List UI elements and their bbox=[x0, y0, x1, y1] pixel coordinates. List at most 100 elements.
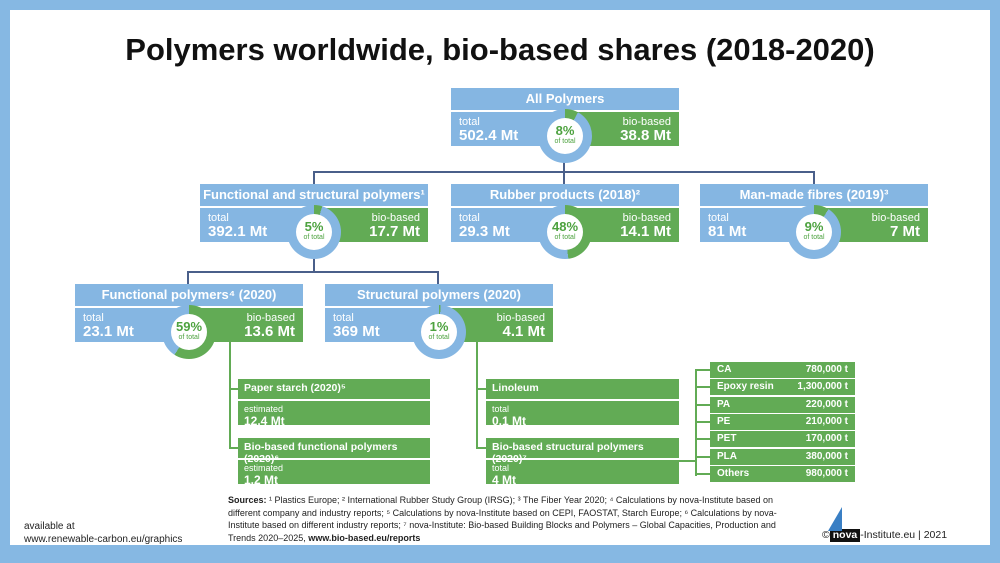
share-caption: of total bbox=[303, 234, 325, 241]
total-value: 502.4 Mt bbox=[459, 127, 519, 144]
graphics-link[interactable]: www.renewable-carbon.eu/graphics bbox=[24, 534, 183, 545]
reports-link[interactable]: www.bio-based.eu/reports bbox=[308, 532, 421, 543]
connector bbox=[476, 447, 486, 449]
bio-value: 7 Mt bbox=[890, 223, 920, 240]
box-label: total bbox=[492, 463, 510, 473]
box-value: 12.4 Mt bbox=[244, 414, 285, 428]
polymer-name: PET bbox=[717, 433, 737, 445]
logo-sail-icon bbox=[827, 507, 842, 531]
polymer-capacity: 210,000 t bbox=[805, 415, 848, 427]
connector bbox=[813, 171, 815, 184]
share-donut: 8% of total bbox=[538, 109, 592, 163]
box-title: Bio-based functional polymers (2020)⁶ bbox=[238, 438, 430, 465]
share-percent: 9% bbox=[804, 219, 824, 234]
sources-label: Sources: bbox=[228, 495, 267, 505]
share-percent: 1% bbox=[429, 319, 449, 334]
connector bbox=[229, 447, 238, 449]
connector bbox=[313, 171, 315, 184]
connector bbox=[437, 271, 439, 284]
table-row: Epoxy resin 1,300,000 t bbox=[710, 379, 855, 396]
box-label: estimated bbox=[244, 404, 284, 414]
bio-value: 38.8 Mt bbox=[620, 127, 671, 144]
bio-label: bio-based bbox=[871, 212, 920, 224]
connector bbox=[563, 160, 565, 173]
node-title: Rubber products (2018)² bbox=[451, 184, 679, 206]
connector bbox=[229, 388, 238, 390]
copyright-symbol: © bbox=[822, 529, 830, 541]
bio-label: bio-based bbox=[246, 312, 295, 324]
table-row: PA 220,000 t bbox=[710, 396, 855, 413]
node-title: Man-made fibres (2019)³ bbox=[700, 184, 928, 206]
total-value: 392.1 Mt bbox=[208, 223, 268, 240]
box-title: Paper starch (2020)⁵ bbox=[238, 379, 430, 401]
node-title: Structural polymers (2020) bbox=[325, 284, 553, 306]
polymer-name: PA bbox=[717, 398, 731, 410]
box-title: Bio-based structural polymers (2020)⁷ bbox=[486, 438, 679, 465]
share-percent: 5% bbox=[304, 219, 324, 234]
total-label: total bbox=[459, 116, 480, 128]
bio-label: bio-based bbox=[622, 116, 671, 128]
polymer-name: Others bbox=[717, 467, 750, 479]
table-row: PLA 380,000 t bbox=[710, 448, 855, 465]
share-donut: 59% of total bbox=[162, 305, 216, 359]
polymer-capacity: 980,000 t bbox=[805, 467, 848, 479]
polymer-capacity: 220,000 t bbox=[805, 398, 848, 410]
linoleum-box: Linoleum total 0.1 Mt bbox=[486, 379, 679, 428]
node-title: Functional polymers⁴ (2020) bbox=[75, 284, 303, 306]
polymer-capacity: 170,000 t bbox=[805, 433, 848, 445]
connector bbox=[229, 341, 231, 448]
connector bbox=[187, 271, 189, 284]
bio-label: bio-based bbox=[371, 212, 420, 224]
polymer-name: CA bbox=[717, 364, 732, 375]
bio-label: bio-based bbox=[622, 212, 671, 224]
table-row: PET 170,000 t bbox=[710, 431, 855, 448]
table-row: PE 210,000 t bbox=[710, 413, 855, 430]
polymer-name: PLA bbox=[717, 450, 737, 462]
total-label: total bbox=[83, 312, 104, 324]
total-value: 369 Mt bbox=[333, 323, 380, 340]
connector bbox=[679, 460, 696, 462]
polymer-capacity: 380,000 t bbox=[805, 450, 848, 462]
copyright: © nova -Institute.eu | 2021 bbox=[822, 507, 948, 542]
share-caption: of total bbox=[803, 234, 825, 241]
connector bbox=[695, 370, 697, 476]
total-label: total bbox=[459, 212, 480, 224]
box-label: estimated bbox=[244, 463, 284, 473]
polymer-name: Epoxy resin bbox=[717, 381, 774, 393]
connector bbox=[695, 386, 710, 389]
total-value: 29.3 Mt bbox=[459, 223, 510, 240]
share-percent: 8% bbox=[555, 123, 575, 138]
box-value: 0.1 Mt bbox=[492, 414, 527, 428]
share-donut: 48% of total bbox=[538, 205, 592, 259]
bio-value: 17.7 Mt bbox=[369, 223, 420, 240]
total-value: 81 Mt bbox=[708, 223, 747, 240]
share-donut: 1% of total bbox=[412, 305, 466, 359]
bio-value: 4.1 Mt bbox=[502, 323, 545, 340]
share-caption: of total bbox=[428, 334, 450, 341]
box-value: 4 Mt bbox=[492, 473, 516, 487]
polymer-name: PE bbox=[717, 415, 731, 427]
connector bbox=[695, 438, 710, 441]
share-caption: of total bbox=[178, 334, 200, 341]
polymer-capacity: 1,300,000 t bbox=[797, 381, 848, 393]
available-at: available at www.renewable-carbon.eu/gra… bbox=[24, 520, 182, 546]
total-label: total bbox=[333, 312, 354, 324]
share-donut: 9% of total bbox=[787, 205, 841, 259]
share-percent: 59% bbox=[175, 319, 203, 334]
connector bbox=[695, 472, 710, 475]
box-value: 1.2 Mt bbox=[244, 473, 279, 487]
connector bbox=[695, 369, 710, 371]
box-label: total bbox=[492, 404, 510, 414]
connector bbox=[476, 341, 478, 448]
share-caption: of total bbox=[554, 138, 576, 145]
table-row: Others 980,000 t bbox=[710, 465, 855, 482]
page-title: Polymers worldwide, bio-based shares (20… bbox=[125, 32, 875, 67]
credit: -Institute.eu | 2021 bbox=[860, 529, 948, 541]
paper-starch-box: Paper starch (2020)⁵ estimated 12.4 Mt bbox=[238, 379, 430, 428]
bio-value: 14.1 Mt bbox=[620, 223, 671, 240]
bio-label: bio-based bbox=[496, 312, 545, 324]
share-percent: 48% bbox=[551, 219, 579, 234]
share-caption: of total bbox=[554, 234, 576, 241]
connector bbox=[187, 271, 439, 273]
total-label: total bbox=[208, 212, 229, 224]
